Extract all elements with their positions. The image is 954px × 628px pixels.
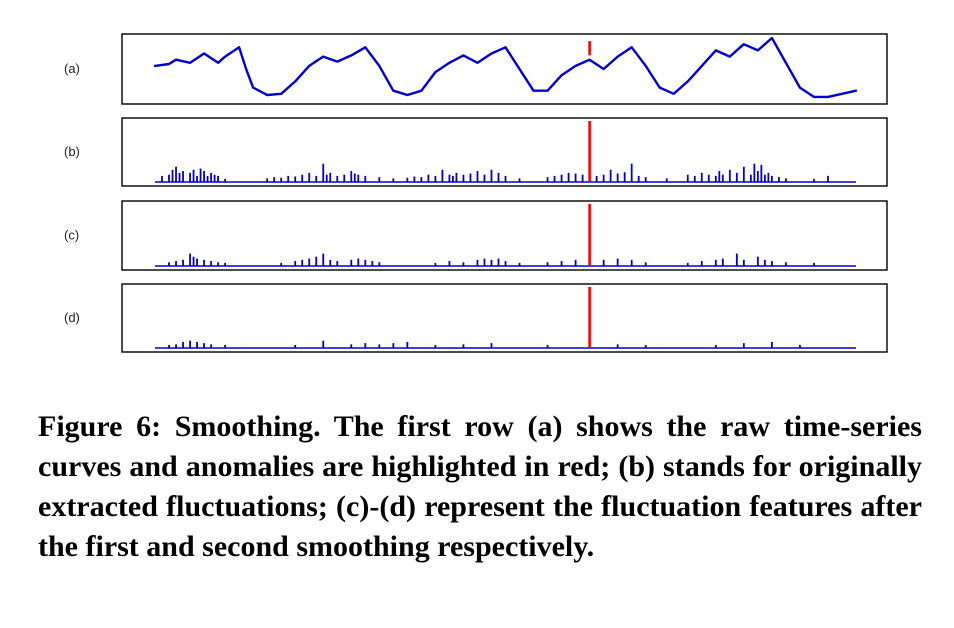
figure-caption: Figure 6: Smoothing. The first row (a) s…: [38, 410, 922, 563]
series-line-0: [153, 36, 858, 99]
panel-label: (b): [64, 144, 80, 159]
panel-label: (a): [64, 61, 80, 76]
panel-c: (c): [64, 200, 888, 271]
panel-frame: [121, 117, 888, 187]
panel-frame: [121, 283, 888, 353]
figure-chart: (a) (b) (c) (d): [64, 33, 888, 353]
panel-label: (d): [64, 310, 80, 325]
panel-frame: [121, 200, 888, 271]
panel-b: (b): [64, 117, 888, 187]
panel-d: (d): [64, 283, 888, 353]
panel-frame: [121, 33, 888, 105]
panel-a: (a): [64, 33, 888, 105]
panel-label: (c): [64, 228, 79, 243]
